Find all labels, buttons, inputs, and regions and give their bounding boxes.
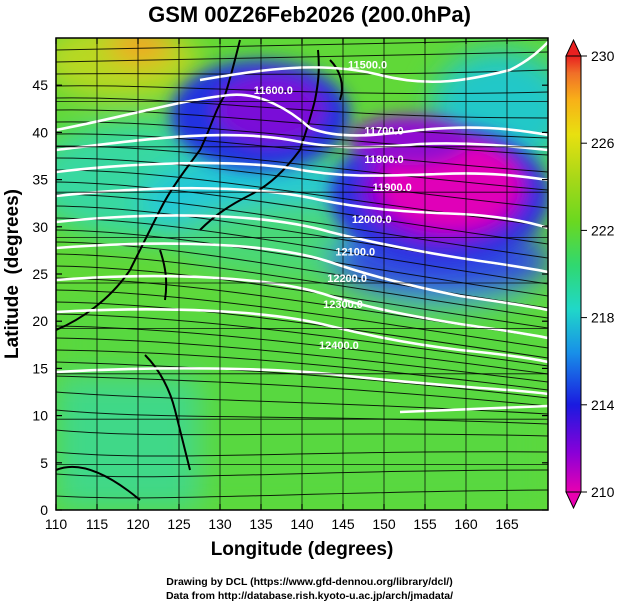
y-tick-label: 35 bbox=[32, 172, 48, 188]
wind-streamlines bbox=[56, 39, 548, 499]
y-tick-label: 5 bbox=[40, 455, 48, 471]
y-tick-label: 30 bbox=[32, 219, 48, 235]
y-tick-label: 25 bbox=[32, 266, 48, 282]
contour-label: 11600.0 bbox=[254, 85, 293, 97]
x-tick-label: 155 bbox=[413, 516, 437, 532]
colorbar-bottom-arrow bbox=[565, 491, 582, 510]
y-tick-label: 45 bbox=[32, 77, 48, 93]
y-tick-label: 10 bbox=[32, 408, 48, 424]
contour-label: 11800.0 bbox=[364, 154, 403, 166]
colorbar-tick-label: 230 bbox=[591, 48, 615, 64]
data-credit: Data from http://database.rish.kyoto-u.a… bbox=[165, 590, 454, 602]
contour-label: 11700.0 bbox=[364, 126, 403, 138]
colorbar-tick-label: 222 bbox=[591, 222, 615, 238]
colorbar-tick-label: 226 bbox=[591, 135, 615, 151]
x-tick-label: 110 bbox=[45, 516, 68, 532]
colorbar-top-arrow bbox=[565, 38, 582, 57]
x-tick-label: 115 bbox=[86, 516, 109, 532]
contour-label: 11500.0 bbox=[348, 59, 387, 71]
y-tick-label: 40 bbox=[32, 124, 48, 140]
map-title: GSM 00Z26Feb2026 (200.0hPa) bbox=[148, 2, 471, 27]
colorbar-tick-label: 210 bbox=[591, 484, 615, 500]
y-axis: 0 5 10 15 20 25 30 35 40 45 bbox=[32, 77, 548, 518]
y-tick-label: 0 bbox=[40, 502, 48, 518]
x-tick-label: 130 bbox=[208, 516, 232, 532]
x-axis: 110 115 120 125 130 135 140 145 150 155 160 165 bbox=[45, 38, 519, 532]
y-tick-label: 20 bbox=[32, 313, 48, 329]
x-tick-label: 125 bbox=[167, 516, 191, 532]
colorbar-tick-label: 214 bbox=[591, 397, 615, 413]
contour-label: 12100.0 bbox=[335, 246, 375, 258]
contour-label: 12400.0 bbox=[319, 340, 359, 352]
x-axis-label: Longitude (degrees) bbox=[211, 539, 394, 560]
x-tick-label: 150 bbox=[372, 516, 396, 532]
graticule bbox=[56, 38, 548, 510]
contour-label: 11900.0 bbox=[373, 182, 412, 194]
x-tick-label: 120 bbox=[126, 516, 150, 532]
x-tick-label: 145 bbox=[331, 516, 355, 532]
x-tick-label: 140 bbox=[290, 516, 314, 532]
contour-label: 12000.0 bbox=[352, 214, 392, 226]
x-tick-label: 160 bbox=[454, 516, 478, 532]
colorbar: 210 214 218 222 226 230 bbox=[565, 38, 615, 510]
x-tick-label: 135 bbox=[249, 516, 273, 532]
y-axis-label: Latitude (degrees) bbox=[2, 189, 23, 359]
contour-label: 12200.0 bbox=[327, 273, 367, 285]
contour-labels: 11500.0 11600.0 11700.0 11800.0 11900.0 12000… bbox=[254, 59, 412, 351]
y-tick-label: 15 bbox=[32, 360, 48, 376]
temperature-field: 11500.0 11600.0 11700.0 11800.0 11900.0 12000… bbox=[56, 38, 548, 510]
contour-label: 12300.0 bbox=[323, 299, 363, 311]
colorbar-tick-label: 218 bbox=[591, 310, 615, 326]
drawing-credit: Drawing by DCL (https://www.gfd-dennou.o… bbox=[166, 576, 453, 588]
x-tick-label: 165 bbox=[495, 516, 519, 532]
